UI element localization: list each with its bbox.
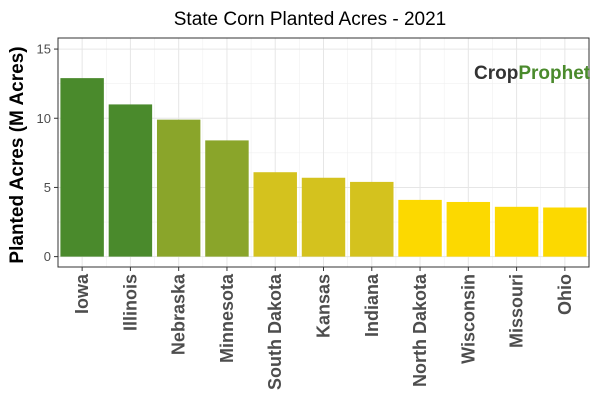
x-tick-label: Indiana bbox=[362, 273, 382, 337]
x-tick-label: Ohio bbox=[555, 274, 575, 315]
bar-indiana bbox=[350, 181, 394, 257]
x-tick-label: Kansas bbox=[314, 274, 334, 338]
bar-wisconsin bbox=[446, 201, 491, 257]
bar-kansas bbox=[301, 177, 346, 257]
svg-text:CropProphet: CropProphet bbox=[474, 63, 591, 84]
plot-area: 0 5 10 15 Iowa Illinois Nebraska Minnesota South… bbox=[37, 37, 590, 390]
y-axis-label: Planted Acres (M Acres) bbox=[7, 46, 28, 263]
bar-missouri bbox=[494, 206, 539, 257]
bar-illinois bbox=[108, 104, 153, 257]
x-tick-label: Wisconsin bbox=[458, 274, 478, 364]
bar-south-dakota bbox=[253, 172, 297, 257]
x-tick-label: Missouri bbox=[507, 274, 527, 348]
y-tick-label: 5 bbox=[44, 180, 51, 195]
cropprophet-logo: CropProphet bbox=[474, 63, 591, 84]
bar-minnesota bbox=[205, 140, 249, 257]
logo-text-crop: Crop bbox=[474, 63, 518, 84]
bar-iowa bbox=[60, 78, 104, 257]
bar-ohio bbox=[543, 207, 587, 257]
bar-nebraska bbox=[156, 119, 201, 257]
chart-title: State Corn Planted Acres - 2021 bbox=[174, 9, 447, 30]
bar-north-dakota bbox=[398, 199, 442, 257]
x-tick-label: North Dakota bbox=[410, 273, 430, 387]
y-tick-label: 15 bbox=[37, 42, 51, 57]
x-tick-label: Illinois bbox=[120, 274, 140, 331]
logo-text-prophet: Prophet bbox=[518, 63, 590, 84]
x-tick-label: Nebraska bbox=[169, 273, 189, 355]
y-tick-label: 10 bbox=[37, 111, 51, 126]
y-tick-label: 0 bbox=[44, 249, 51, 264]
x-tick-label: Iowa bbox=[72, 273, 92, 314]
x-tick-label: Minnesota bbox=[217, 273, 237, 363]
x-tick-label: South Dakota bbox=[265, 273, 285, 390]
